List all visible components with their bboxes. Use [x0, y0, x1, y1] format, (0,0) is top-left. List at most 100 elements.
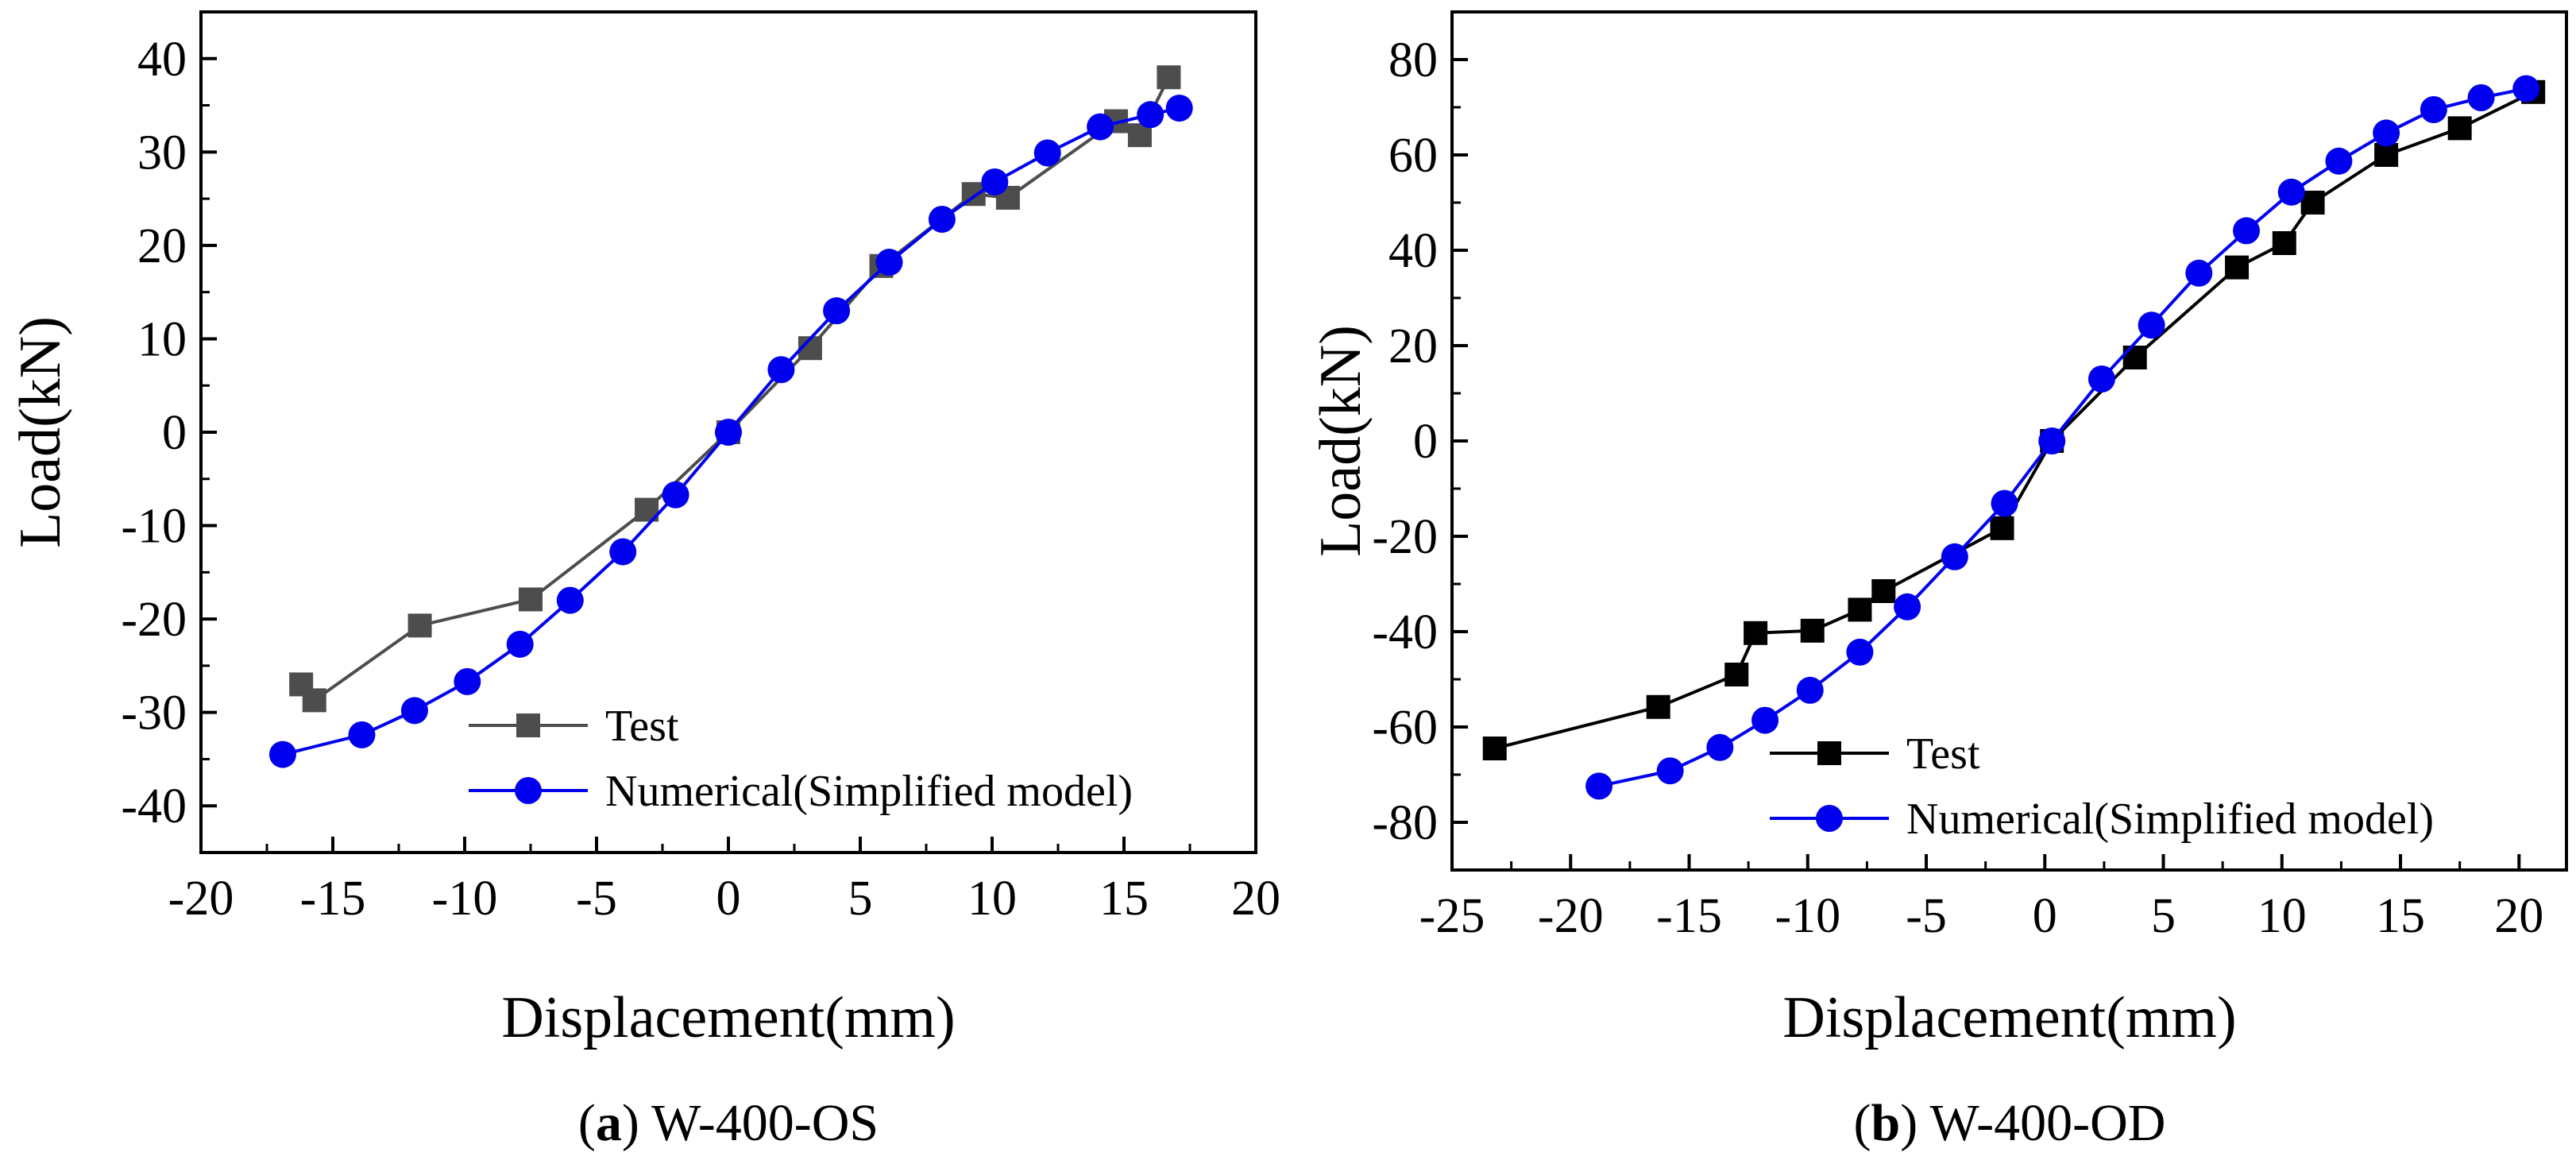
x-axis-title-a: Displacement(mm) [501, 985, 955, 1050]
x-tick-label-a: 20 [1231, 872, 1280, 926]
y-tick-label-a: 40 [137, 33, 187, 87]
data-point-b-1 [1751, 706, 1779, 734]
data-point-a-1 [400, 697, 428, 725]
x-tick-label-a: 5 [848, 872, 873, 926]
data-point-a-1 [1165, 95, 1193, 122]
data-point-b-1 [2420, 96, 2447, 123]
data-point-a-0 [519, 587, 543, 612]
legend-marker-a-0 [516, 713, 540, 737]
data-point-a-1 [662, 481, 689, 508]
legend-label-a-1: Numerical(Simplified model) [605, 767, 1133, 816]
y-axis-title-b: Load(kN) [1308, 325, 1373, 557]
caption-text-a: W-400-OS [651, 1094, 879, 1152]
data-point-b-0 [1848, 597, 1872, 622]
y-tick-label-b: 0 [1413, 415, 1438, 469]
y-tick-label-b: -80 [1372, 796, 1438, 850]
y-tick-label-b: 80 [1388, 33, 1438, 87]
data-point-b-0 [1724, 663, 1749, 686]
x-tick-label-b: -25 [1419, 889, 1485, 943]
data-point-a-1 [1137, 101, 1164, 129]
y-tick-label-b: -60 [1372, 701, 1438, 755]
legend-marker-b-0 [1817, 741, 1841, 765]
data-point-b-1 [2038, 427, 2066, 454]
y-tick-label-a: -20 [121, 593, 187, 647]
legend-marker-b-1 [1816, 805, 1843, 832]
y-tick-label-a: -40 [121, 779, 187, 833]
y-tick-label-a: -10 [121, 500, 187, 554]
x-tick-label-a: 0 [716, 872, 741, 926]
data-point-b-0 [1482, 737, 1507, 760]
y-tick-label-b: 60 [1388, 129, 1438, 183]
panel-a: -20 -15 -10 -5 0 5 10 15 20 -40 -30 -20 -10 0 10 20 30 40… [8, 10, 1280, 1152]
data-point-a-1 [767, 356, 795, 384]
caption-letter-a: a [596, 1094, 622, 1152]
data-point-b-1 [2185, 259, 2213, 287]
data-point-b-1 [1796, 676, 1824, 704]
data-point-b-1 [2138, 311, 2165, 339]
data-point-a-1 [981, 168, 1009, 195]
y-tick-label-a: 20 [137, 219, 187, 273]
data-point-b-1 [1585, 772, 1613, 800]
y-tick-label-a: 30 [137, 126, 187, 180]
y-tick-label-b: -40 [1372, 605, 1438, 659]
data-point-a-1 [1087, 113, 1114, 141]
data-point-b-0 [2374, 143, 2399, 167]
x-tick-label-b: 10 [2257, 889, 2307, 943]
x-tick-label-b: 15 [2376, 889, 2425, 943]
data-point-a-1 [1033, 139, 1061, 167]
x-tick-label-a: -20 [168, 872, 234, 926]
y-axis-title-a: Load(kN) [8, 316, 73, 548]
data-point-b-1 [1941, 543, 1968, 570]
x-tick-label-b: -15 [1656, 889, 1722, 943]
data-point-b-0 [1800, 618, 1825, 643]
caption-letter-b: b [1871, 1094, 1901, 1152]
data-point-b-0 [2447, 116, 2472, 141]
data-point-a-1 [506, 630, 534, 658]
data-point-a-1 [715, 419, 742, 446]
data-point-b-1 [2277, 178, 2305, 206]
x-tick-label-b: -20 [1538, 889, 1604, 943]
data-point-a-1 [454, 667, 481, 695]
legend-b: Test Numerical(Simplified model) [1770, 729, 2434, 844]
data-point-b-1 [2233, 217, 2261, 245]
x-tick-label-a: 15 [1099, 872, 1149, 926]
caption-a: (a) W-400-OS [578, 1094, 879, 1152]
data-point-b-1 [2467, 84, 2495, 111]
panel-b: -25 -20 -15 -10 -5 0 5 10 15 20 -80 -60 -40 -20 0 20 40 6… [1308, 10, 2568, 1152]
y-tick-label-b: -20 [1372, 510, 1438, 564]
data-point-b-1 [1656, 757, 1684, 785]
data-point-b-0 [1744, 621, 1768, 645]
legend-label-a-0: Test [605, 702, 679, 751]
series-group-b [1482, 75, 2546, 800]
legend-a: Test Numerical(Simplified model) [469, 702, 1133, 816]
data-point-a-0 [407, 613, 432, 638]
data-point-b-1 [1706, 733, 1734, 761]
x-tick-label-b: 20 [2494, 889, 2543, 943]
legend-label-b-0: Test [1906, 729, 1980, 779]
caption-b: (b) W-400-OD [1854, 1094, 2166, 1152]
series-line-a-0 [299, 76, 1171, 703]
data-point-a-1 [609, 538, 637, 566]
data-point-b-1 [2512, 75, 2540, 102]
data-point-a-1 [875, 249, 903, 276]
x-tick-label-a: -15 [300, 872, 366, 926]
axis-ticks-a: -20 -15 -10 -5 0 5 10 15 20 -40 -30 -20 -10 0 10 20 30 40 [121, 10, 1280, 926]
data-point-a-1 [928, 205, 956, 233]
y-tick-label-a: 0 [162, 406, 187, 460]
x-axis-title-b: Displacement(mm) [1782, 985, 2236, 1050]
data-point-b-0 [2225, 255, 2250, 280]
legend-marker-a-1 [515, 777, 542, 804]
data-point-a-0 [1157, 65, 1181, 90]
data-point-b-0 [1646, 694, 1670, 719]
x-tick-label-a: -10 [432, 872, 498, 926]
y-tick-label-b: 40 [1388, 224, 1438, 278]
plot-area-b [1450, 10, 2568, 872]
data-point-b-0 [1990, 516, 2014, 540]
caption-text-b: W-400-OD [1930, 1094, 2166, 1152]
y-tick-label-a: 10 [137, 312, 187, 366]
axis-ticks-b: -25 -20 -15 -10 -5 0 5 10 15 20 -80 -60 -40 -20 0 20 40 6… [1372, 10, 2543, 943]
x-tick-label-b: 5 [2151, 889, 2176, 943]
data-point-b-1 [1991, 489, 2018, 517]
data-point-a-1 [348, 721, 376, 748]
